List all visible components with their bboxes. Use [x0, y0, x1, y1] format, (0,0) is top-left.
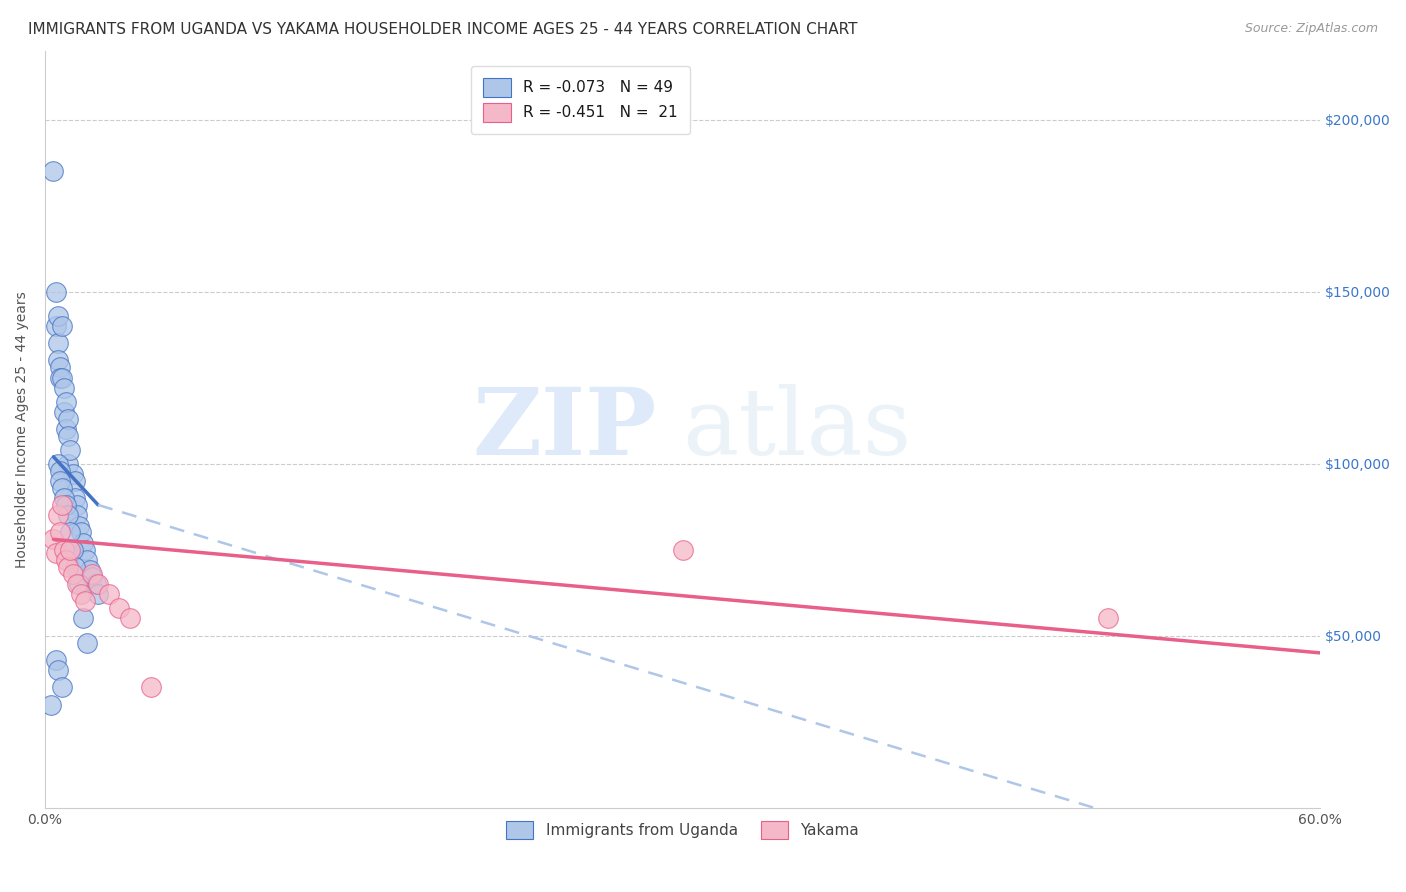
Point [87, 577, 110, 591]
Point [97, 587, 120, 601]
Point [59, 542, 82, 557]
Point [63, 491, 86, 505]
Point [79, 563, 101, 577]
Point [58, 429, 80, 443]
Point [80, 566, 103, 581]
Point [59, 442, 82, 457]
Point [51, 370, 73, 384]
Point [55, 394, 77, 409]
Point [42, 533, 65, 547]
Point [53, 542, 76, 557]
Point [55, 498, 77, 512]
Point [84, 577, 107, 591]
Point [46, 353, 69, 368]
Point [51, 318, 73, 333]
Point [46, 508, 69, 523]
Point [46, 663, 69, 677]
Point [49, 360, 72, 375]
Point [49, 525, 72, 540]
Point [53, 491, 76, 505]
Point [59, 525, 82, 540]
Point [45, 546, 67, 560]
Point [49, 463, 72, 477]
Point [66, 508, 89, 523]
Point [46, 457, 69, 471]
Y-axis label: Householder Income Ages 25 - 44 years: Householder Income Ages 25 - 44 years [15, 291, 30, 567]
Point [58, 412, 80, 426]
Point [108, 601, 131, 615]
Point [55, 422, 77, 436]
Point [41, 698, 63, 712]
Text: Source: ZipAtlas.com: Source: ZipAtlas.com [1244, 22, 1378, 36]
Point [62, 542, 84, 557]
Text: ZIP: ZIP [472, 384, 657, 475]
Point [66, 577, 89, 591]
Point [72, 611, 94, 625]
Point [70, 525, 93, 540]
Point [53, 405, 76, 419]
Point [62, 467, 84, 481]
Point [75, 594, 97, 608]
Point [70, 587, 93, 601]
Point [118, 611, 141, 625]
Text: atlas: atlas [683, 384, 912, 475]
Point [76, 553, 98, 567]
Point [80, 570, 103, 584]
Point [63, 559, 86, 574]
Point [49, 474, 72, 488]
Point [53, 381, 76, 395]
Point [672, 542, 695, 557]
Point [45, 285, 67, 299]
Point [49, 370, 72, 384]
Point [46, 336, 69, 351]
Point [66, 498, 89, 512]
Text: IMMIGRANTS FROM UGANDA VS YAKAMA HOUSEHOLDER INCOME AGES 25 - 44 YEARS CORRELATI: IMMIGRANTS FROM UGANDA VS YAKAMA HOUSEHO… [28, 22, 858, 37]
Point [141, 681, 163, 695]
Point [58, 559, 80, 574]
Point [67, 518, 90, 533]
Legend: Immigrants from Uganda, Yakama: Immigrants from Uganda, Yakama [501, 814, 865, 846]
Point [51, 681, 73, 695]
Point [42, 164, 65, 178]
Point [63, 474, 86, 488]
Point [55, 553, 77, 567]
Point [1097, 611, 1119, 625]
Point [51, 498, 73, 512]
Point [76, 635, 98, 649]
Point [58, 508, 80, 523]
Point [45, 653, 67, 667]
Point [75, 542, 97, 557]
Point [45, 318, 67, 333]
Point [87, 587, 110, 601]
Point [51, 481, 73, 495]
Point [58, 457, 80, 471]
Point [62, 566, 84, 581]
Point [72, 535, 94, 549]
Point [46, 309, 69, 323]
Point [67, 577, 90, 591]
